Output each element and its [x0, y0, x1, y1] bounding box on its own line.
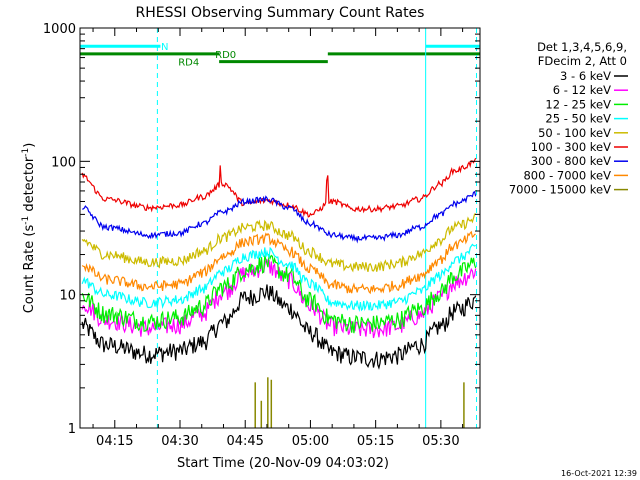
legend-label-12-25-kev: 12 - 25 keV [545, 97, 611, 111]
y-tick-label: 100 [51, 155, 76, 170]
legend: Det 1,3,4,5,6,9, FDecim 2, Att 0 3 - 6 k… [509, 40, 628, 197]
series-lines [81, 157, 477, 428]
legend-label-7000-15000-kev: 7000 - 15000 keV [509, 183, 611, 197]
x-tick-label: 04:30 [161, 434, 198, 449]
y-axis-label: Count Rate (s-1 detector-1) [21, 143, 37, 314]
series-line-25-50-kev [81, 243, 477, 312]
series-line-100-300-kev [81, 157, 477, 218]
y-axis: 1 10 100 1000 [43, 22, 480, 437]
instrument-flag-bars: N RD0 RD4 [80, 42, 480, 69]
legend-label-6-12-kev: 6 - 12 keV [553, 83, 611, 97]
series-line-6-12-kev [81, 258, 477, 339]
footer-timestamp: 16-Oct-2021 12:39 [561, 469, 637, 478]
y-tick-label: 1000 [43, 22, 76, 37]
legend-label-800-7000-kev: 800 - 7000 keV [523, 168, 611, 182]
y-tick-label: 10 [59, 289, 76, 304]
x-tick-label: 05:15 [357, 434, 394, 449]
y-tick-label: 1 [68, 422, 76, 437]
flag-label-n: N [161, 42, 168, 53]
legend-label-300-800-kev: 300 - 800 keV [531, 154, 611, 168]
x-tick-label: 04:15 [96, 434, 133, 449]
series-line-800-7000-kev [81, 230, 476, 295]
x-tick-label: 05:00 [292, 434, 329, 449]
x-axis-label: Start Time (20-Nov-09 04:03:02) [177, 456, 389, 471]
flag-label-rd0: RD0 [215, 50, 236, 61]
series-line-50-100-kev [81, 213, 476, 273]
plot-frame [79, 27, 481, 429]
legend-header-line-1: Det 1,3,4,5,6,9, [537, 40, 627, 54]
x-tick-label: 05:30 [422, 434, 459, 449]
y-axis-label-sup-1: -1 [21, 216, 31, 225]
series-line-3-6-kev [81, 284, 477, 370]
legend-label-50-100-kev: 50 - 100 keV [538, 126, 611, 140]
x-axis: 04:15 04:30 04:45 05:00 05:15 05:30 [92, 28, 464, 449]
legend-label-100-300-kev: 100 - 300 keV [531, 140, 611, 154]
legend-label-25-50-kev: 25 - 50 keV [545, 112, 611, 126]
legend-label-3-6-kev: 3 - 6 keV [560, 69, 611, 83]
y-axis-label-mid: detector [22, 156, 37, 216]
legend-header-line-2: FDecim 2, Att 0 [538, 54, 627, 68]
flag-label-rd4: RD4 [178, 58, 199, 69]
series-line-300-800-kev [82, 190, 477, 244]
chart-title: RHESSI Observing Summary Count Rates [136, 5, 425, 21]
series-line-12-25-kev [81, 253, 477, 334]
x-tick-label: 04:45 [226, 434, 263, 449]
y-axis-label-main: Count Rate (s [22, 225, 37, 314]
y-axis-label-end: ) [22, 143, 37, 148]
y-axis-label-sup-2: -1 [21, 148, 31, 157]
